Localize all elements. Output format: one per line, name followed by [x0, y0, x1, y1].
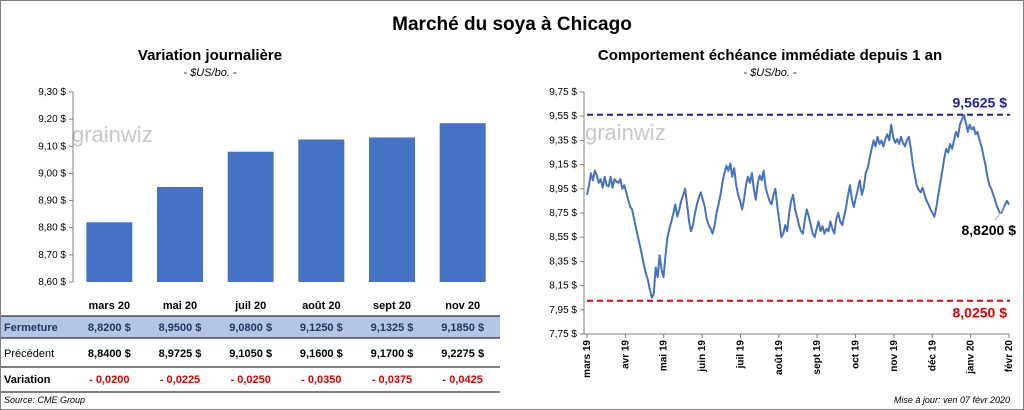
left-chart-units: - $US/bo. - — [183, 67, 237, 79]
line-y-tick-label: 8,35 $ — [549, 256, 577, 267]
left-chart-title: Variation journalière — [137, 47, 283, 64]
bar — [86, 222, 133, 282]
main-title: Marché du soya à Chicago — [392, 14, 632, 35]
table-cell-fermeture: 8,8200 $ — [88, 322, 131, 334]
table-label-variation: Variation — [4, 374, 51, 386]
bar-category-label: juil 20 — [234, 300, 266, 312]
table-cell-variation: - 0,0425 — [442, 374, 482, 386]
right-chart-units: - $US/bo. - — [743, 67, 797, 79]
line-y-tick-label: 8,55 $ — [549, 232, 577, 243]
bar-category-label: mai 20 — [163, 300, 197, 312]
line-x-tick-label: janv 20 — [966, 340, 977, 375]
price-series-line — [586, 114, 1010, 299]
line-y-tick-label: 9,55 $ — [549, 111, 577, 122]
line-y-tick-label: 7,95 $ — [549, 305, 577, 316]
line-y-tick-label: 9,75 $ — [549, 87, 577, 98]
table-cell-fermeture: 8,9500 $ — [159, 322, 202, 334]
table-cell-precedent: 9,1700 $ — [371, 348, 414, 360]
table-cell-variation: - 0,0250 — [230, 374, 270, 386]
line-x-tick-label: mai 19 — [659, 340, 670, 372]
bar-y-tick-label: 9,20 $ — [38, 114, 66, 125]
table-label-precedent: Précédent — [4, 348, 54, 360]
table-cell-precedent: 8,8400 $ — [88, 348, 131, 360]
table-cell-variation: - 0,0225 — [160, 374, 200, 386]
bar-category-label: août 20 — [302, 300, 341, 312]
table-cell-precedent: 9,2275 $ — [441, 348, 484, 360]
table-cell-precedent: 9,1050 $ — [229, 348, 272, 360]
reference-line-label: 8,0250 $ — [953, 305, 1008, 321]
table-cell-fermeture: 9,0800 $ — [229, 322, 272, 334]
bar-y-tick-label: 8,60 $ — [38, 277, 66, 288]
bar-category-label: nov 20 — [445, 300, 480, 312]
line-x-tick-label: juil 19 — [735, 340, 746, 370]
line-x-tick-label: mars 19 — [582, 340, 593, 378]
line-y-tick-label: 8,15 $ — [549, 281, 577, 292]
bar — [369, 137, 415, 282]
table-cell-variation: - 0,0375 — [372, 374, 412, 386]
table-cell-variation: - 0,0350 — [301, 374, 341, 386]
line-x-tick-label: sept 19 — [812, 340, 823, 375]
bar-y-tick-label: 9,10 $ — [38, 141, 66, 152]
bar — [439, 123, 486, 282]
bar-y-tick-label: 9,00 $ — [38, 168, 66, 179]
table-row-fermeture-bg — [1, 316, 500, 338]
grainwiz-logo-left: grainwiz — [72, 122, 153, 147]
reference-line-label: 9,5625 $ — [953, 95, 1008, 111]
bar-y-tick-label: 9,30 $ — [38, 87, 66, 98]
table-label-fermeture: Fermeture — [4, 322, 58, 334]
bar-y-tick-label: 8,70 $ — [38, 250, 66, 261]
line-x-tick-label: oct 19 — [851, 340, 862, 369]
line-y-tick-label: 9,35 $ — [549, 135, 577, 146]
last-value-leader — [994, 206, 1006, 221]
line-x-tick-label: nov 19 — [889, 340, 900, 372]
table-cell-precedent: 8,9725 $ — [159, 348, 202, 360]
line-x-tick-label: déc 19 — [927, 340, 938, 372]
line-x-tick-label: juin 19 — [697, 340, 708, 373]
bar-y-tick-label: 8,90 $ — [38, 196, 66, 207]
table-cell-fermeture: 9,1850 $ — [441, 322, 484, 334]
line-x-tick-label: févr 20 — [1004, 340, 1015, 373]
grainwiz-logo-right: grainwiz — [585, 120, 666, 145]
source-note: Source: CME Group — [4, 395, 86, 405]
bar — [157, 187, 203, 282]
bar — [227, 151, 274, 282]
bar-y-tick-label: 8,80 $ — [38, 223, 66, 234]
line-x-tick-label: avr 19 — [620, 340, 631, 369]
table-cell-variation: - 0,0200 — [89, 374, 129, 386]
bar-category-label: sept 20 — [373, 300, 411, 312]
bar — [298, 139, 345, 282]
table-cell-fermeture: 9,1325 $ — [371, 322, 414, 334]
right-chart-title: Comportement échéance immédiate depuis 1… — [597, 47, 943, 64]
bar-category-label: mars 20 — [89, 300, 131, 312]
last-value-label: 8,8200 $ — [962, 222, 1017, 238]
line-y-tick-label: 8,95 $ — [549, 184, 577, 195]
line-x-tick-label: août 19 — [774, 340, 785, 375]
table-cell-precedent: 9,1600 $ — [300, 348, 343, 360]
table-cell-fermeture: 9,1250 $ — [300, 322, 343, 334]
line-y-tick-label: 7,75 $ — [549, 329, 577, 340]
line-y-tick-label: 9,15 $ — [549, 160, 577, 171]
update-note: Mise à jour: ven 07 févr 2020 — [893, 395, 1010, 405]
line-y-tick-label: 8,75 $ — [549, 208, 577, 219]
